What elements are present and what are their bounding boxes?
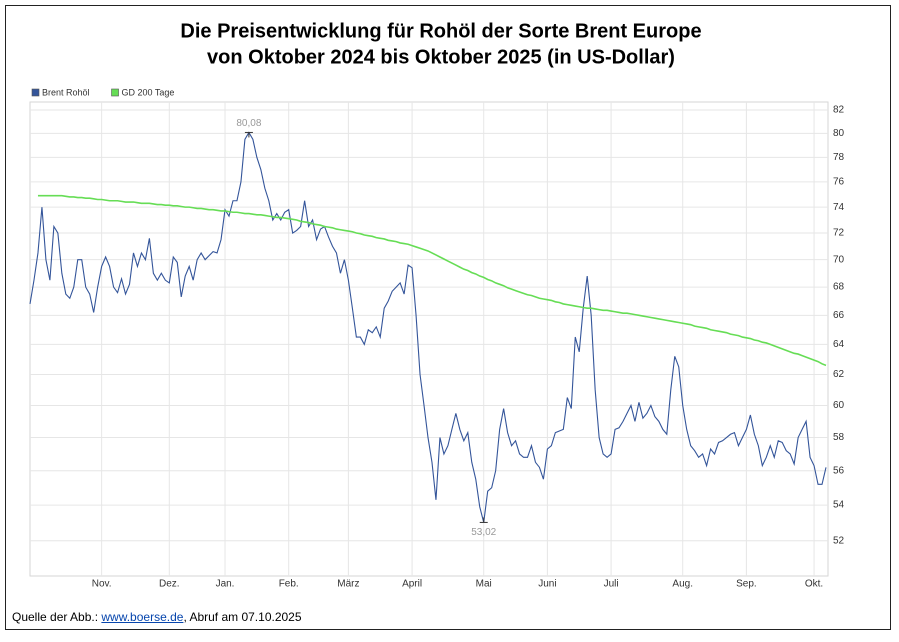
legend-label: GD 200 Tage [122, 87, 175, 97]
y-tick-label: 54 [833, 500, 845, 511]
x-tick-label: Okt. [805, 579, 823, 590]
frame [5, 5, 891, 630]
source-suffix: , Abruf am 07.10.2025 [183, 610, 302, 624]
y-tick-label: 72 [833, 228, 845, 239]
y-tick-label: 74 [833, 202, 845, 213]
y-tick-label: 56 [833, 465, 845, 476]
x-tick-label: April [402, 579, 422, 590]
source-link[interactable]: www.boerse.de [101, 610, 184, 624]
x-tick-label: Juli [604, 579, 619, 590]
x-tick-label: Nov. [92, 579, 112, 590]
y-tick-label: 60 [833, 400, 845, 411]
chart-subtitle: von Oktober 2024 bis Oktober 2025 (in US… [207, 46, 675, 68]
y-tick-label: 80 [833, 128, 845, 139]
series-line [37, 194, 827, 367]
legend-label: Brent Rohöl [42, 87, 90, 97]
x-tick-label: Dez. [159, 579, 180, 590]
y-tick-label: 64 [833, 339, 845, 350]
x-tick-label: Juni [538, 579, 556, 590]
y-tick-label: 78 [833, 152, 845, 163]
plot-area [29, 101, 829, 577]
x-tick-label: Sep. [736, 579, 757, 590]
x-tick-label: Mai [476, 579, 492, 590]
x-tick-label: Jan. [216, 579, 235, 590]
y-tick-label: 62 [833, 369, 845, 380]
y-tick-label: 52 [833, 535, 845, 546]
x-tick-label: Feb. [279, 579, 299, 590]
source-prefix: Quelle der Abb.: [12, 610, 102, 624]
y-tick-label: 58 [833, 432, 845, 443]
y-tick-label: 76 [833, 177, 845, 188]
source-note: Quelle der Abb.: www.boerse.de, Abruf am… [12, 610, 302, 624]
y-tick-label: 70 [833, 254, 845, 265]
chart-title: Die Preisentwicklung für Rohöl der Sorte… [180, 20, 701, 42]
x-tick-label: Aug. [672, 579, 693, 590]
y-tick-label: 82 [833, 105, 845, 116]
x-tick-label: März [337, 579, 359, 590]
y-tick-label: 66 [833, 310, 845, 321]
value-label: 53,02 [471, 527, 496, 538]
series-line [29, 131, 827, 523]
y-tick-label: 68 [833, 282, 845, 293]
legend-swatch [31, 88, 40, 97]
legend-swatch [111, 88, 119, 97]
value-label: 80,08 [236, 118, 261, 129]
